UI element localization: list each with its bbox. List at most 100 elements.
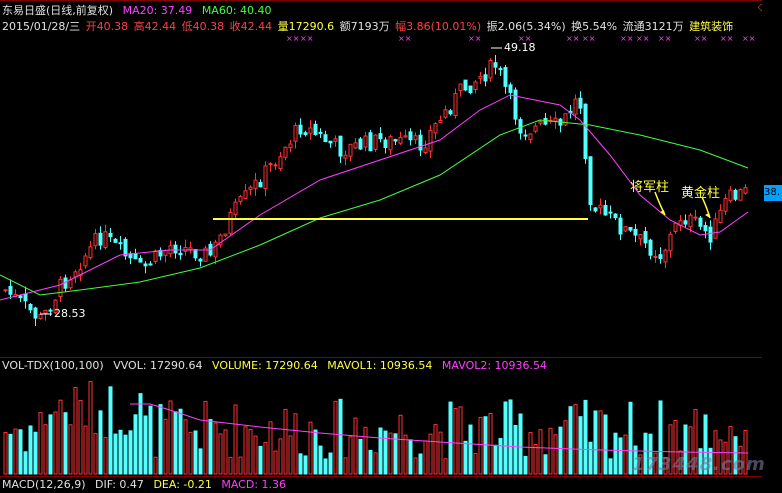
volume-bar bbox=[723, 441, 728, 475]
candle-body bbox=[163, 250, 168, 256]
candle-body bbox=[703, 225, 708, 232]
candle-body bbox=[333, 138, 338, 142]
volume-bar bbox=[683, 424, 688, 475]
candle-body bbox=[108, 232, 113, 238]
volume-bar bbox=[453, 408, 458, 475]
x-marker: ×× bbox=[582, 34, 595, 43]
stock-name[interactable]: 东易日盛(日线,前复权) bbox=[2, 4, 114, 17]
candle-body bbox=[248, 186, 253, 191]
x-marker: ×× bbox=[694, 34, 707, 43]
volume-bar bbox=[163, 418, 168, 475]
volume-bar bbox=[538, 429, 543, 475]
macd-indicator-name[interactable]: MACD(12,26,9) bbox=[2, 478, 86, 491]
volume-bar bbox=[13, 428, 18, 475]
candle-body bbox=[298, 124, 303, 135]
candle-body bbox=[538, 121, 543, 124]
volume-bar bbox=[103, 437, 108, 475]
candle-body bbox=[728, 189, 733, 202]
volume-bar bbox=[158, 404, 163, 475]
candle-body bbox=[98, 232, 103, 246]
volume-bar bbox=[168, 400, 173, 475]
candle-body bbox=[353, 142, 358, 149]
candle-body bbox=[273, 164, 278, 167]
volume-bar bbox=[633, 445, 638, 475]
candle-body bbox=[733, 189, 738, 200]
candle-body bbox=[438, 119, 443, 123]
candle-body bbox=[513, 89, 518, 120]
sector[interactable]: 建筑装饰 bbox=[689, 20, 734, 33]
volume-bar bbox=[548, 427, 553, 475]
volume-bar bbox=[83, 425, 88, 475]
candle-body bbox=[653, 255, 658, 258]
volume-bar bbox=[173, 411, 178, 475]
volume-bar bbox=[553, 434, 558, 475]
candle-body bbox=[458, 83, 463, 92]
volume-bar bbox=[388, 432, 393, 475]
volume-bar bbox=[203, 400, 208, 475]
close: 收42.44 bbox=[229, 20, 273, 33]
vol-indicator-name[interactable]: VOL-TDX(100,100) bbox=[2, 359, 104, 372]
price-axis bbox=[762, 0, 782, 493]
vvol-value: VVOL: 17290.64 bbox=[113, 359, 203, 372]
volume-bar bbox=[358, 438, 363, 475]
volume-bar bbox=[373, 452, 378, 475]
macd-separator bbox=[0, 476, 762, 477]
volume-bar bbox=[228, 456, 233, 475]
candle-body bbox=[518, 119, 523, 134]
candle-body bbox=[633, 228, 638, 236]
candle-body bbox=[723, 198, 728, 212]
volume-bar bbox=[743, 429, 748, 475]
volume-bar bbox=[223, 429, 228, 475]
candle-body bbox=[303, 132, 308, 135]
candle-body bbox=[313, 123, 318, 135]
volume-bar bbox=[588, 441, 593, 475]
volume-bar bbox=[608, 458, 613, 475]
turnover: 换5.54% bbox=[571, 20, 618, 33]
candle-body bbox=[133, 253, 138, 260]
candle-body bbox=[628, 227, 633, 231]
candle-body bbox=[278, 156, 283, 170]
x-marker: ×× bbox=[720, 34, 733, 43]
candle-body bbox=[338, 135, 343, 157]
candle-body bbox=[448, 110, 453, 115]
candle-body bbox=[328, 140, 333, 144]
candle-body bbox=[183, 246, 188, 252]
mavol2-value: MAVOL2: 10936.54 bbox=[441, 359, 548, 372]
candle-body bbox=[153, 250, 158, 263]
volume-bar bbox=[243, 426, 248, 475]
volume-bar bbox=[383, 430, 388, 475]
kline-chart[interactable]: ×× ×× ×× ×× ×× ×× ×× ×× ×× ×× ×× ×× ×× bbox=[0, 0, 762, 493]
volume-bar bbox=[468, 424, 473, 475]
candle-body bbox=[223, 233, 228, 237]
volume-bar bbox=[123, 434, 128, 475]
volume-bar bbox=[523, 455, 528, 475]
candlestick-series bbox=[3, 54, 748, 326]
candle-body bbox=[413, 135, 418, 141]
candle-body bbox=[198, 258, 203, 262]
candle-body bbox=[28, 303, 33, 311]
volume-bar bbox=[128, 430, 133, 475]
candle-body bbox=[33, 307, 38, 319]
candle-body bbox=[8, 285, 13, 295]
candle-body bbox=[613, 213, 618, 219]
volume-header: VOL-TDX(100,100) VVOL: 17290.64 VOLUME: … bbox=[2, 359, 553, 373]
candle-body bbox=[293, 125, 298, 142]
volume-bar bbox=[308, 421, 313, 475]
candle-body bbox=[233, 201, 238, 215]
volume-bar bbox=[593, 410, 598, 475]
x-marker: ×× bbox=[398, 34, 411, 43]
volume-bar bbox=[558, 426, 563, 475]
volume-bar bbox=[288, 435, 293, 475]
candle-body bbox=[453, 93, 458, 117]
candle-body bbox=[283, 146, 288, 158]
candle-body bbox=[443, 109, 448, 118]
candle-body bbox=[18, 295, 23, 299]
ma20-line bbox=[0, 94, 749, 301]
candle-body bbox=[123, 238, 128, 257]
candle-body bbox=[263, 165, 268, 190]
ma60-line bbox=[0, 119, 749, 296]
volume-bar bbox=[73, 386, 78, 475]
candle-body bbox=[493, 62, 498, 68]
volume-bar bbox=[433, 424, 438, 475]
candle-body bbox=[708, 226, 713, 243]
